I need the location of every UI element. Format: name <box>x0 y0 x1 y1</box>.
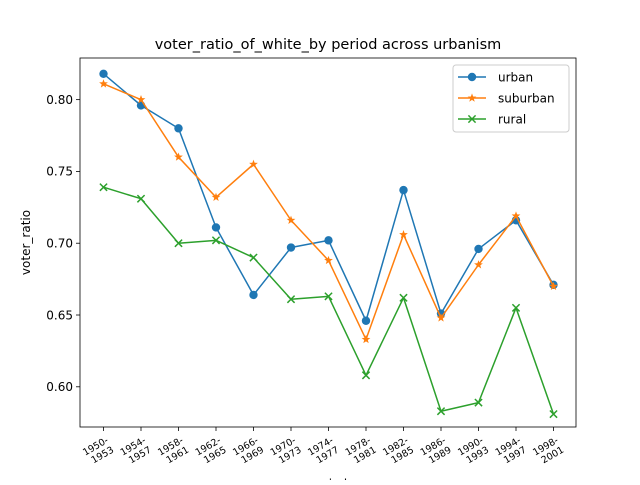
series-urban <box>99 69 558 325</box>
x-marker-stroke <box>286 295 296 304</box>
y-tick-label: 0.65 <box>46 308 73 322</box>
data-point-suburban <box>511 211 521 220</box>
data-point-rural <box>324 292 333 301</box>
x-marker-stroke <box>324 292 333 301</box>
x-marker-stroke <box>399 293 408 302</box>
data-point-suburban <box>99 79 108 88</box>
x-marker-stroke <box>511 303 521 312</box>
data-point-rural <box>174 239 183 248</box>
data-point-suburban <box>249 159 258 168</box>
chart-title: voter_ratio_of_white_by period across ur… <box>155 37 502 53</box>
x-marker-stroke <box>467 114 477 124</box>
data-point-rural <box>99 183 108 192</box>
data-point-rural <box>286 295 296 304</box>
data-point-suburban <box>286 215 296 224</box>
y-tick-label: 0.70 <box>46 237 73 251</box>
x-marker-stroke <box>136 194 146 203</box>
data-point-rural <box>549 409 558 419</box>
x-marker-stroke <box>99 183 108 192</box>
legend-item-rural: rural <box>458 112 526 126</box>
data-point-suburban <box>211 192 221 201</box>
plot-frame <box>79 57 577 428</box>
x-marker-stroke <box>436 407 446 416</box>
legend: urban suburban rural <box>452 64 570 133</box>
x-marker-stroke <box>474 398 483 407</box>
data-point-suburban <box>174 152 183 161</box>
data-point-suburban <box>361 334 371 344</box>
data-point-rural <box>211 236 221 245</box>
y-tick-label: 0.80 <box>46 93 73 107</box>
legend-item-suburban: suburban <box>458 91 555 105</box>
data-point-suburban <box>136 95 146 104</box>
legend-label: suburban <box>498 91 555 105</box>
data-point-urban <box>399 185 408 195</box>
legend-marker <box>467 72 477 82</box>
x-marker-stroke <box>174 239 183 248</box>
data-point-rural <box>136 194 146 203</box>
data-point-rural <box>436 407 446 416</box>
x-marker-stroke <box>211 236 221 245</box>
y-axis-label: voter_ratio <box>19 210 33 275</box>
data-point-suburban <box>399 230 408 239</box>
x-marker-stroke <box>549 409 558 419</box>
data-point-urban <box>286 243 296 252</box>
series-rural <box>99 183 558 419</box>
data-point-rural <box>511 303 521 312</box>
data-point-suburban <box>324 255 333 265</box>
data-point-rural <box>361 371 371 380</box>
data-point-suburban <box>436 313 446 322</box>
data-point-urban <box>361 316 371 325</box>
x-marker-stroke <box>249 253 258 262</box>
data-point-suburban <box>549 281 558 291</box>
data-point-urban <box>211 223 221 232</box>
legend-marker <box>467 114 477 124</box>
data-point-suburban <box>474 260 483 269</box>
legend-box <box>452 64 570 133</box>
y-tick-label: 0.60 <box>46 380 73 394</box>
data-point-urban <box>324 236 333 245</box>
data-point-rural <box>474 398 483 407</box>
data-point-urban <box>99 69 108 78</box>
data-point-rural <box>399 293 408 302</box>
legend-label: urban <box>498 70 533 84</box>
series-suburban <box>99 79 558 344</box>
legend-label: rural <box>498 112 526 126</box>
legend-marker <box>467 93 477 102</box>
x-marker-stroke <box>361 371 371 380</box>
data-point-urban <box>474 244 483 254</box>
data-point-urban <box>249 290 258 300</box>
data-point-urban <box>174 124 183 133</box>
data-point-rural <box>249 253 258 262</box>
y-tick-label: 0.75 <box>46 165 73 179</box>
legend-item-urban: urban <box>458 70 533 84</box>
